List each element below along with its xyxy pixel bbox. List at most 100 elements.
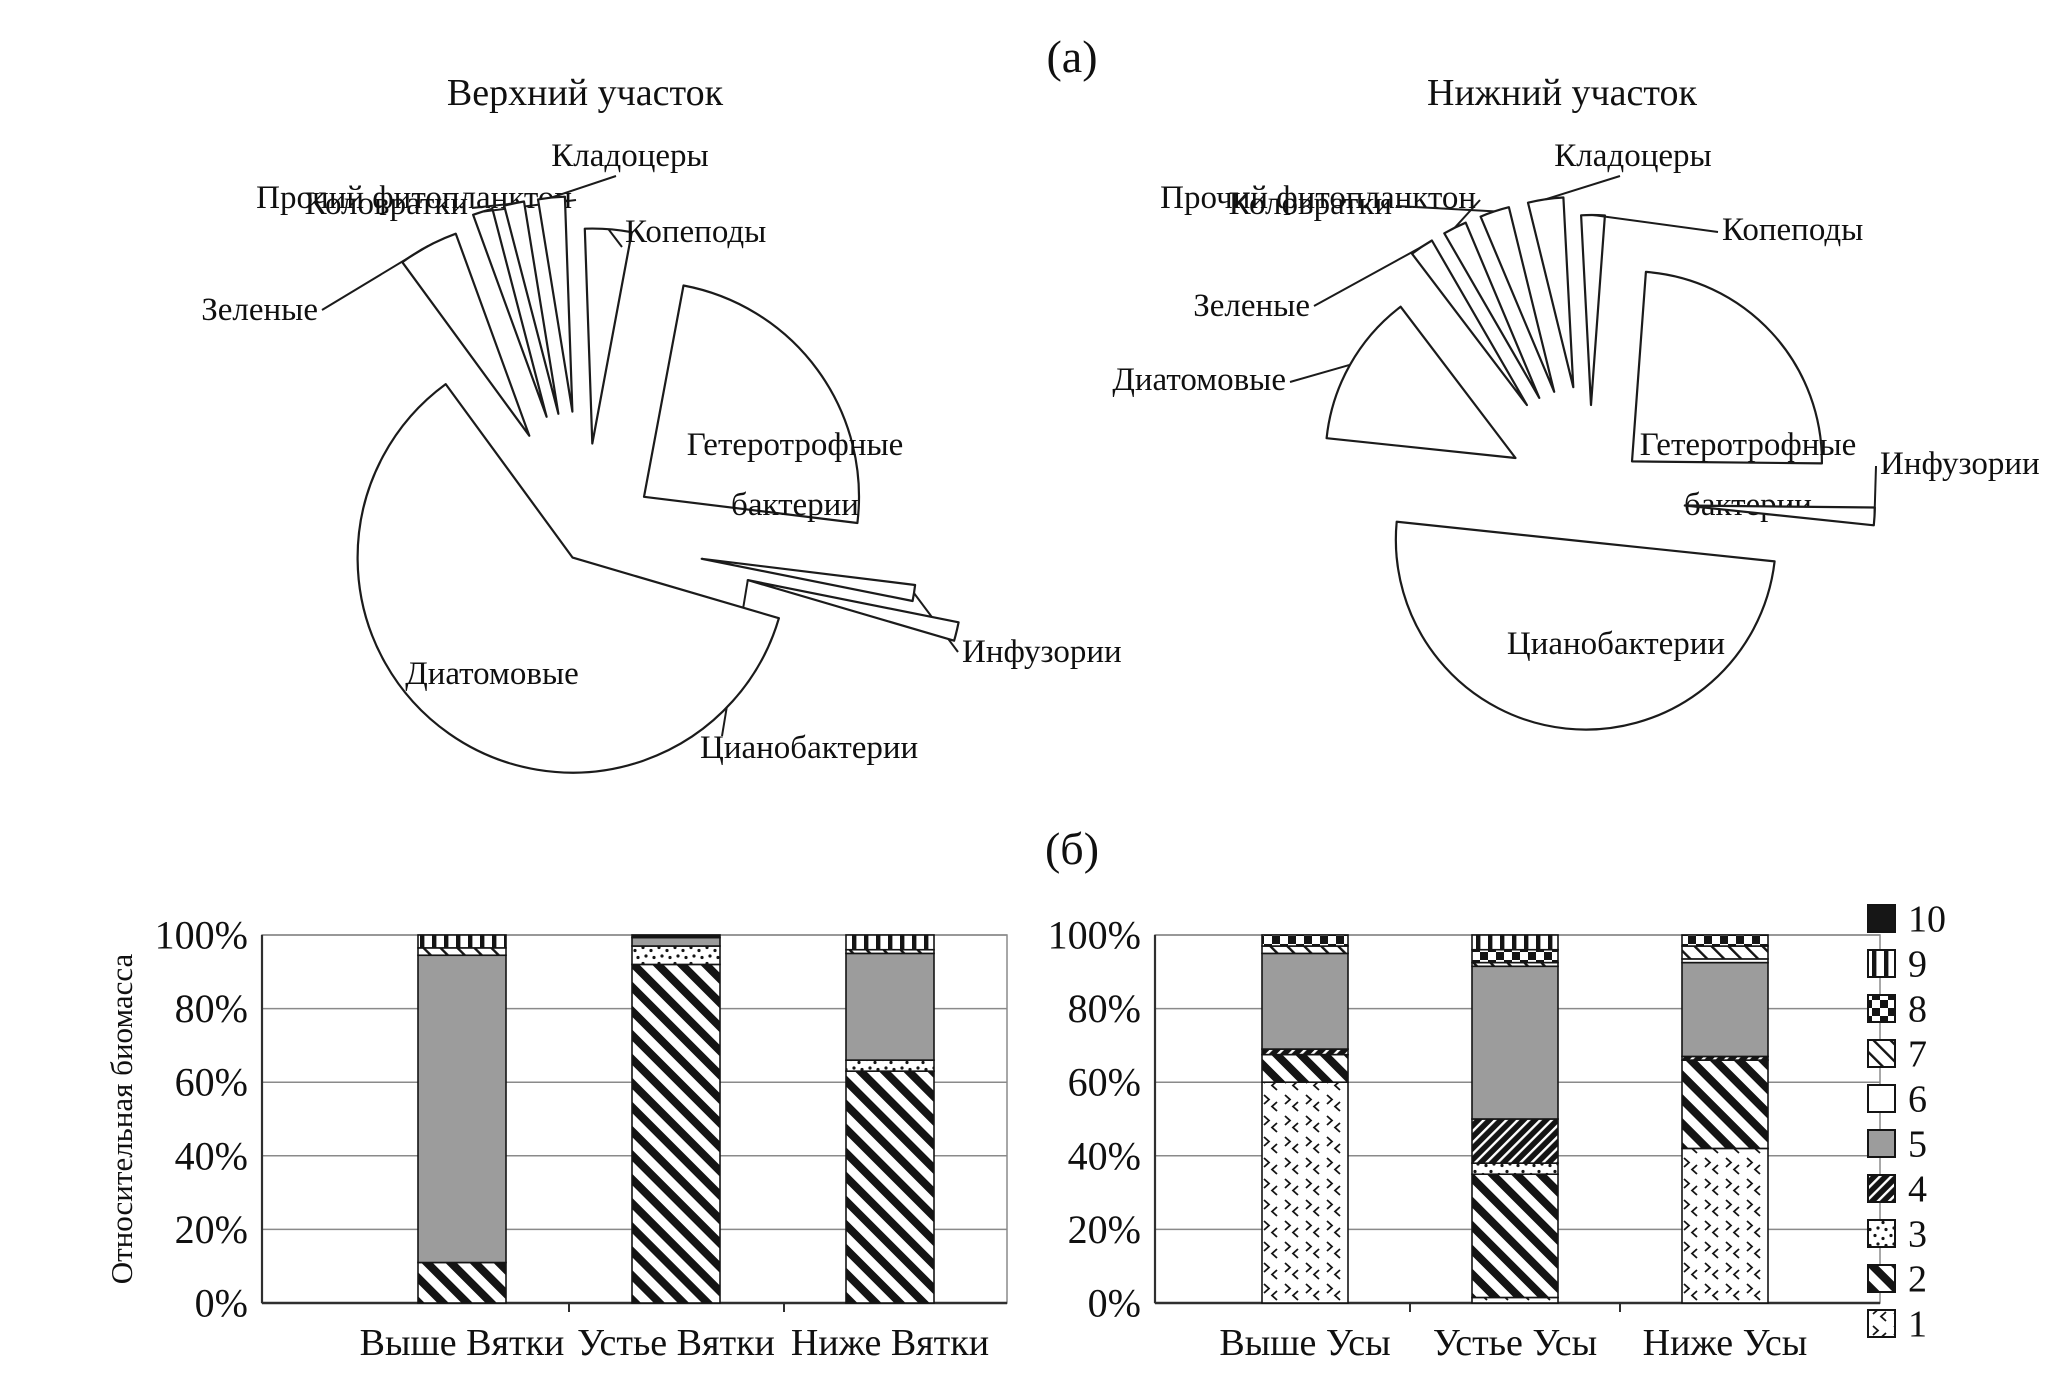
bar-segment xyxy=(1471,948,1559,964)
bar-segment xyxy=(1471,965,1559,1120)
legend-swatch xyxy=(1867,1174,1896,1203)
leader-line xyxy=(607,228,623,248)
pie-slice-label: Зеленые xyxy=(201,292,318,328)
y-tick-label: 100% xyxy=(155,913,248,958)
legend-label: 6 xyxy=(1908,1079,1927,1121)
bar-segment xyxy=(845,934,935,951)
pie-slice xyxy=(642,284,861,525)
bar-segment xyxy=(1681,945,1769,960)
pie-slice-label: Копеподы xyxy=(1722,212,1863,248)
bar-segment xyxy=(631,963,721,1304)
category-label: Выше Усы xyxy=(1219,1322,1390,1364)
category-label: Устье Усы xyxy=(1433,1322,1597,1364)
bar-segment xyxy=(1471,1173,1559,1299)
y-tick-label: 40% xyxy=(175,1133,248,1178)
pie-slice-label: Цианобактерии xyxy=(700,730,918,766)
pie-title: Нижний участок xyxy=(1427,72,1697,114)
bar-segment xyxy=(1261,934,1349,947)
legend-swatch xyxy=(1867,1084,1896,1113)
pie-slice-label: Гетеротрофные xyxy=(687,427,904,463)
bar-segment xyxy=(631,934,721,939)
leader-line xyxy=(551,175,617,199)
legend-label: 10 xyxy=(1908,899,1946,941)
leader-line xyxy=(1873,465,1877,517)
bar-chart: 0% 20% 40% 60% 80% 100% Относительная биомасса… xyxy=(104,913,1008,1364)
bar-segment xyxy=(1471,934,1559,951)
bar-segment xyxy=(1681,961,1769,1058)
bar-segment xyxy=(1681,1059,1769,1150)
legend-label: 7 xyxy=(1908,1034,1927,1076)
pie-chart: Верхний участок Копеподы Гетеротрофные бакт… xyxy=(201,72,1122,774)
legend-swatch xyxy=(1867,994,1896,1023)
legend-swatch xyxy=(1867,1309,1896,1338)
category-label: Ниже Усы xyxy=(1643,1322,1808,1364)
leader-line xyxy=(1289,363,1351,383)
bar-segment xyxy=(631,936,721,947)
legend-swatch xyxy=(1867,904,1896,933)
bar-segment xyxy=(1261,1053,1349,1083)
pie-slice-label: Прочий фитопланктон xyxy=(1160,180,1476,216)
bar-segment xyxy=(417,1261,507,1304)
leader-line xyxy=(1395,205,1495,213)
y-tick-label: 80% xyxy=(175,986,248,1031)
category-label: Выше Вятки xyxy=(360,1322,565,1364)
y-tick-label: 20% xyxy=(1068,1207,1141,1252)
pie-slice-label: Коловратки xyxy=(305,186,468,222)
pie-chart: Нижний участокКопеподыГетеротрофныебакте… xyxy=(1112,72,2040,731)
pie-slice xyxy=(1580,213,1606,407)
pie-slice-label: бактерии xyxy=(731,487,859,523)
legend-label: 5 xyxy=(1908,1124,1927,1166)
bar-segment xyxy=(1261,952,1349,1050)
pie-slice-label: Цианобактерии xyxy=(1507,626,1725,662)
bar-segment xyxy=(417,934,507,949)
legend-label: 1 xyxy=(1908,1304,1927,1346)
bar-segment xyxy=(1471,1162,1559,1176)
y-axis-title: Относительная биомасса xyxy=(104,954,139,1285)
pie-slice xyxy=(746,579,960,642)
pie-slice xyxy=(536,195,574,413)
y-tick-label: 0% xyxy=(1088,1281,1141,1326)
y-tick-label: 20% xyxy=(175,1207,248,1252)
pie-slice xyxy=(472,207,548,418)
pie-title: Верхний участок xyxy=(447,72,724,114)
bar-segment xyxy=(1471,1118,1559,1164)
legend-swatch xyxy=(1867,1264,1896,1293)
legend-label: 9 xyxy=(1908,944,1927,986)
y-tick-label: 80% xyxy=(1068,986,1141,1031)
legend-swatch xyxy=(1867,1219,1896,1248)
pie-slice-label: Копеподы xyxy=(625,214,766,250)
leader-line xyxy=(471,202,515,209)
legend-label: 8 xyxy=(1908,989,1927,1031)
bar-segment xyxy=(1681,934,1769,947)
pie-slice-label: Кладоцеры xyxy=(1554,138,1711,174)
legend-label: 2 xyxy=(1908,1259,1927,1301)
legend-label: 3 xyxy=(1908,1214,1927,1256)
leader-line xyxy=(1313,245,1423,307)
pie-slice xyxy=(1526,196,1575,389)
y-tick-label: 40% xyxy=(1068,1133,1141,1178)
pie-slice-label: Гетеротрофные xyxy=(1640,427,1857,463)
pie-slice xyxy=(1325,305,1517,460)
pie-slice-label: Диатомовые xyxy=(1112,362,1286,398)
category-label: Устье Вятки xyxy=(577,1322,775,1364)
category-label: Ниже Вятки xyxy=(791,1322,989,1364)
pie-slice-label: Диатомовые xyxy=(405,656,579,692)
bar-segment xyxy=(1261,1081,1349,1304)
bar-segment xyxy=(845,1070,935,1304)
pie-slice-label: Инфузории xyxy=(962,634,1122,670)
y-tick-label: 100% xyxy=(1048,913,1141,958)
pie-slice-label: Коловратки xyxy=(1229,186,1392,222)
pie-slice xyxy=(1479,206,1556,393)
bar-segment xyxy=(1261,1048,1349,1056)
pie-slice xyxy=(700,557,917,603)
pie-slice xyxy=(1630,270,1824,465)
pie-slice xyxy=(356,383,780,774)
legend-swatch xyxy=(1867,1039,1896,1068)
y-tick-label: 60% xyxy=(175,1060,248,1105)
bar-segment xyxy=(417,947,507,957)
leader-line xyxy=(1545,175,1621,201)
y-tick-label: 0% xyxy=(195,1281,248,1326)
